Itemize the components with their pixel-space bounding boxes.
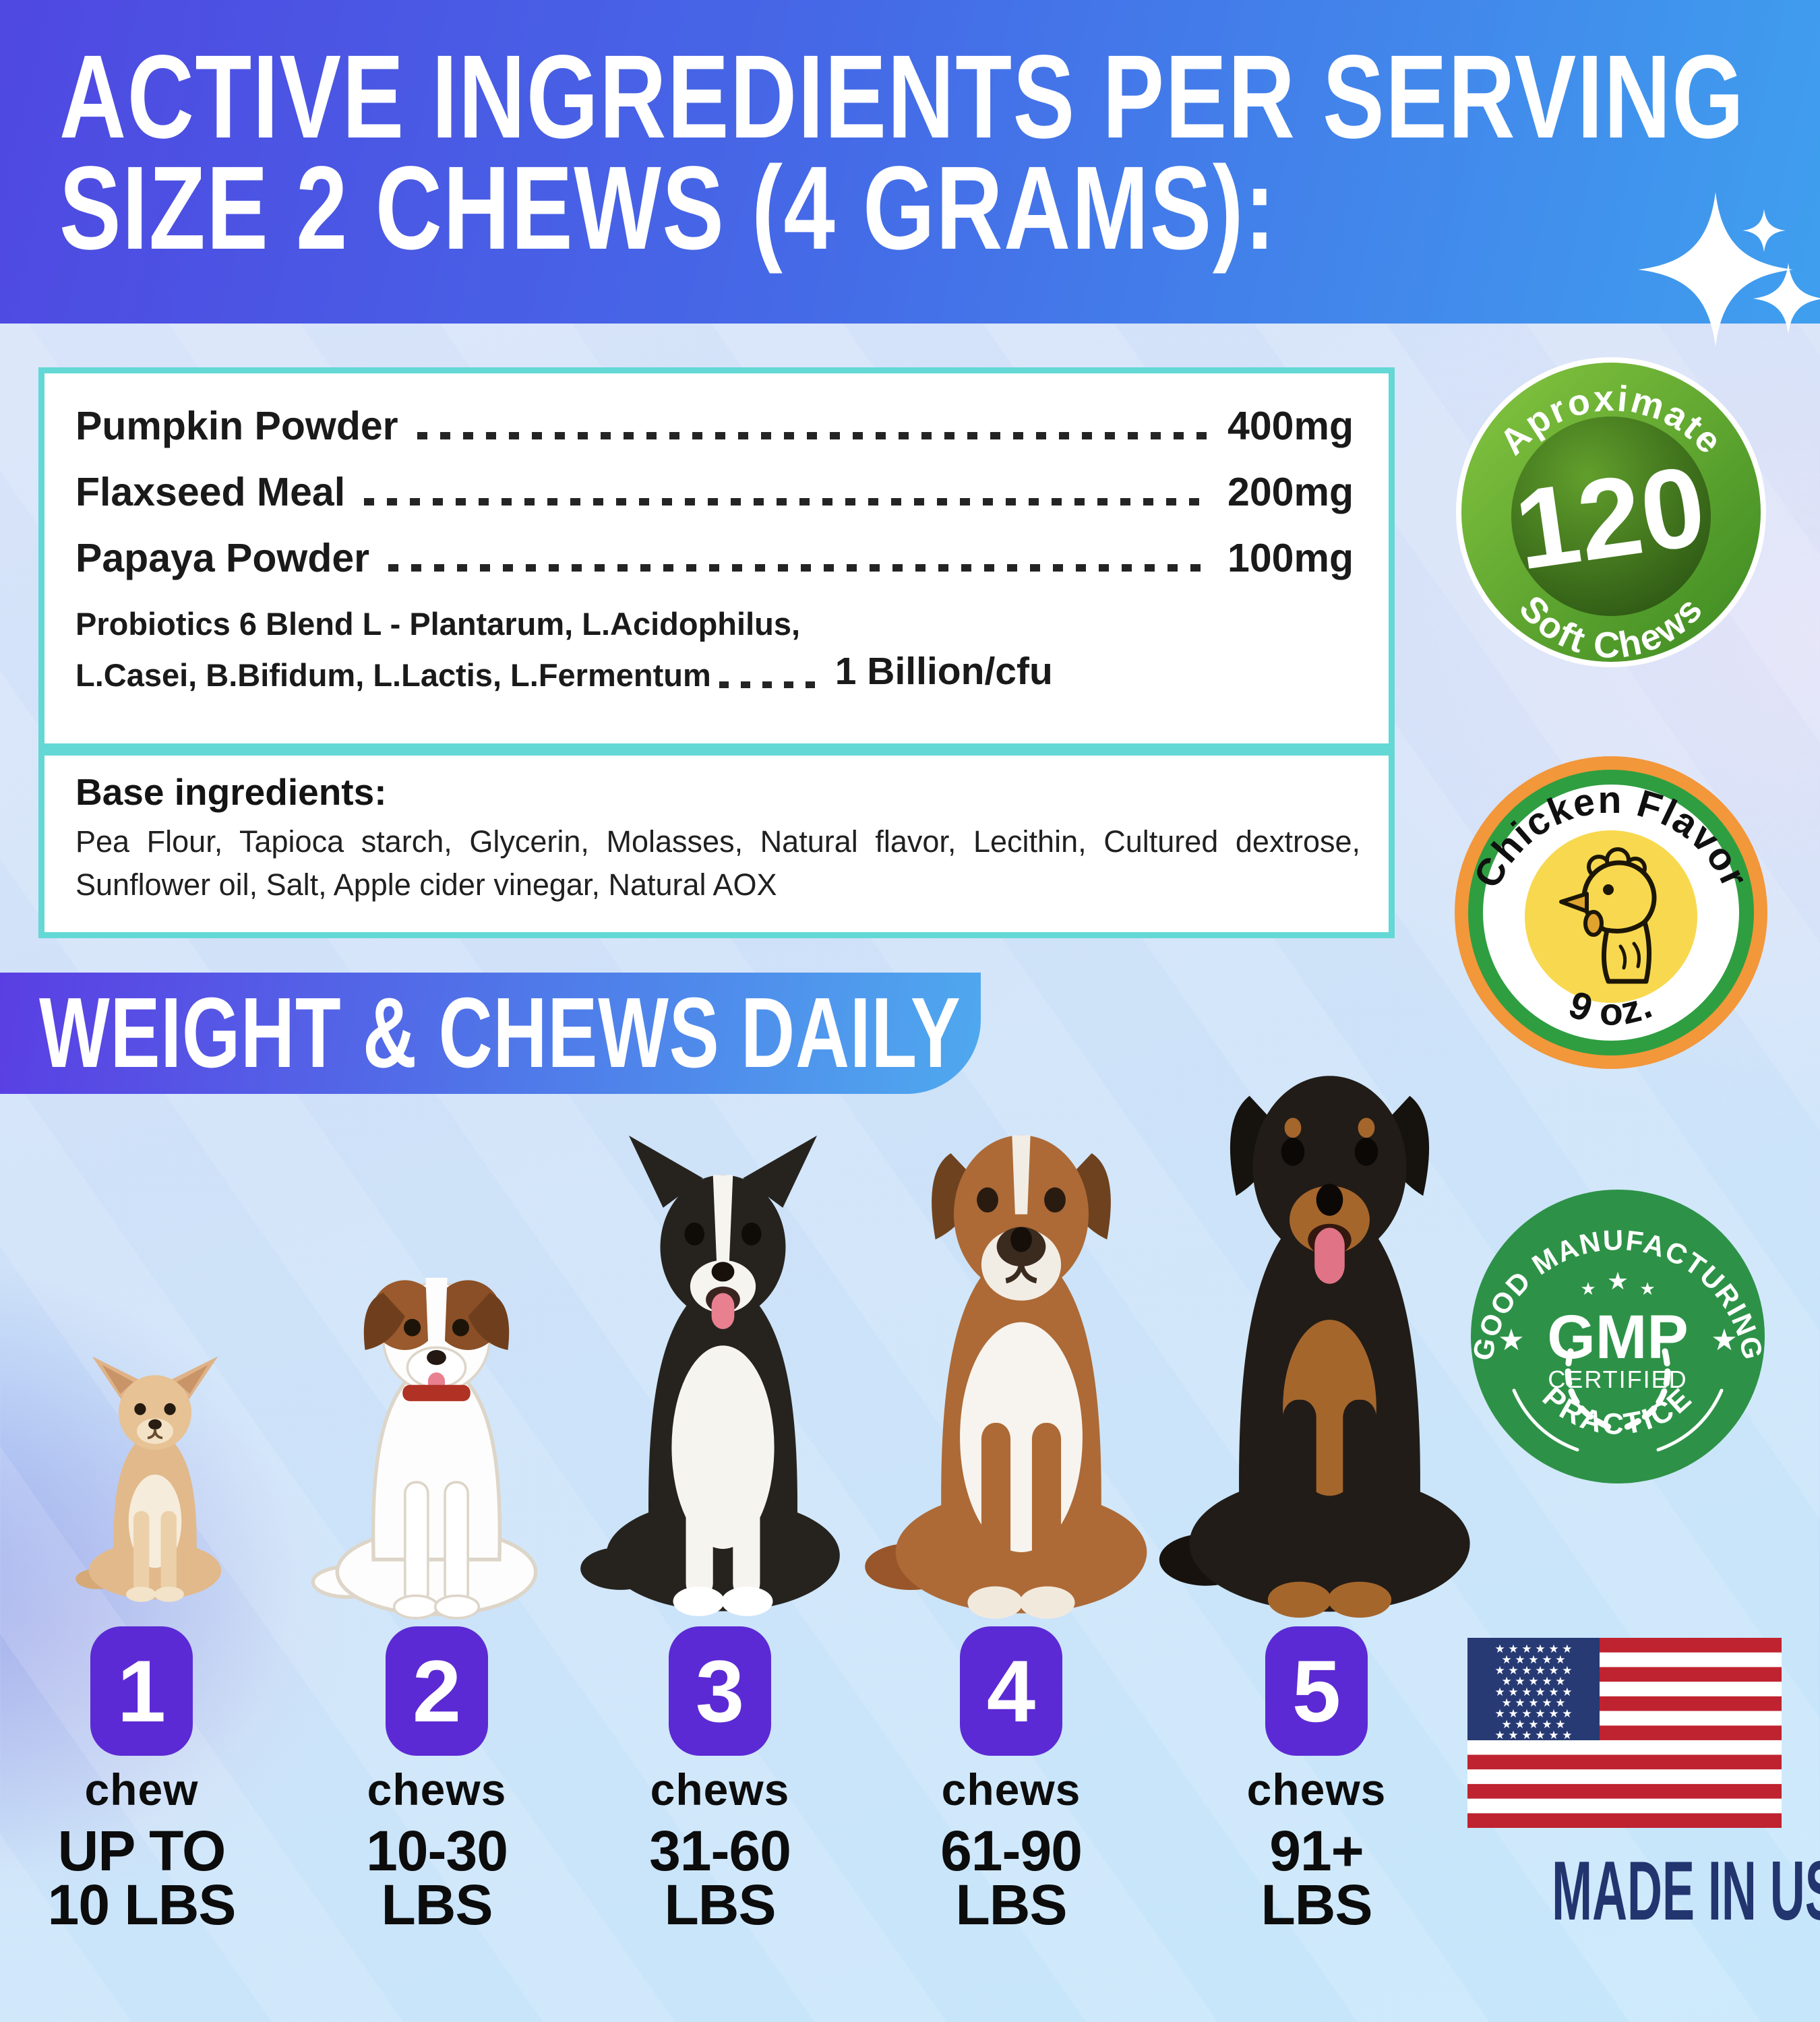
- dose-weight-range: 31-60 LBS: [649, 1819, 791, 1936]
- base-ingredients-panel: Base ingredients: Pea Flour, Tapioca sta…: [38, 749, 1395, 938]
- dose-weight-range: UP TO 10 LBS: [47, 1819, 237, 1936]
- probiotics-line1: Probiotics 6 Blend L - Plantarum, L.Acid…: [75, 606, 801, 642]
- sparkle-icon: [1638, 192, 1793, 347]
- weight-section-title: WEIGHT & CHEWS DAILY: [39, 977, 961, 1089]
- laurel-wreath-icon: [1512, 1348, 1724, 1452]
- dotted-leader: [719, 681, 820, 688]
- dose-weight-range: 10-30 LBS: [366, 1819, 508, 1936]
- dose-unit: chew: [84, 1765, 199, 1814]
- base-ingredients-title: Base ingredients:: [75, 771, 387, 813]
- chew-count: 120: [1508, 442, 1713, 594]
- dose-unit: chews: [367, 1765, 507, 1814]
- dose-number: 3: [695, 1642, 745, 1740]
- dose-weight-range: 61-90 LBS: [940, 1819, 1083, 1936]
- svg-text:★ ★ ★ ★ ★: ★ ★ ★ ★ ★: [1501, 1696, 1565, 1709]
- probiotics-row: L.Casei, B.Bifidum, L.Lactis, L.Fermentu…: [75, 649, 1354, 694]
- dose-item-4: 4 chews 61-90 LBS: [903, 1626, 1119, 1936]
- svg-text:★: ★: [1580, 1279, 1596, 1299]
- dose-number: 5: [1292, 1642, 1341, 1740]
- dose-number: 4: [986, 1642, 1036, 1740]
- dose-number-badge: 5: [1265, 1626, 1368, 1756]
- dose-number-badge: 4: [960, 1626, 1062, 1756]
- svg-text:★: ★: [1639, 1279, 1655, 1299]
- svg-text:★ ★ ★ ★ ★ ★: ★ ★ ★ ★ ★ ★: [1494, 1707, 1572, 1720]
- ingredient-row: Pumpkin Powder 400mg: [75, 403, 1354, 449]
- chicken-icon: [1559, 847, 1657, 984]
- sparkle-icon: [1742, 209, 1786, 252]
- svg-text:★ ★ ★ ★ ★: ★ ★ ★ ★ ★: [1501, 1675, 1565, 1688]
- badge-inner-disc: [1511, 417, 1711, 616]
- svg-text:★ ★ ★ ★ ★ ★: ★ ★ ★ ★ ★ ★: [1494, 1729, 1572, 1742]
- dog-illustration-chihuahua: [75, 1356, 222, 1602]
- dotted-leader: [417, 432, 1212, 439]
- svg-text:★ ★ ★ ★ ★ ★: ★ ★ ★ ★ ★ ★: [1494, 1686, 1572, 1698]
- svg-text:★: ★: [1711, 1324, 1737, 1357]
- dog-illustration-boxer: [865, 1135, 1147, 1619]
- dose-item-2: 2 chews 10-30 LBS: [329, 1626, 545, 1936]
- ingredient-name: Papaya Powder: [75, 536, 370, 580]
- dose-number: 1: [117, 1642, 166, 1740]
- page-title: ACTIVE INGREDIENTS PER SERVING SIZE 2 CH…: [59, 31, 1820, 275]
- made-in-usa-label: MADE IN USA: [1552, 1845, 1820, 1938]
- svg-text:★ ★ ★ ★ ★: ★ ★ ★ ★ ★: [1501, 1718, 1565, 1731]
- chicken-flavor-badge: Chicken Flavor 9 oz.: [1453, 755, 1769, 1074]
- ingredient-amount: 200mg: [1227, 470, 1354, 514]
- dose-unit: chews: [650, 1765, 790, 1814]
- dose-unit: chews: [1246, 1765, 1387, 1814]
- ingredient-amount: 100mg: [1227, 536, 1354, 580]
- dog-illustration-rottweiler: [1159, 1076, 1470, 1618]
- dose-item-3: 3 chews 31-60 LBS: [612, 1626, 828, 1936]
- svg-text:★ ★ ★ ★ ★ ★: ★ ★ ★ ★ ★ ★: [1494, 1643, 1572, 1655]
- probiotics-line2: L.Casei, B.Bifidum, L.Lactis, L.Fermentu…: [75, 657, 711, 693]
- ingredient-name: Pumpkin Powder: [75, 404, 398, 448]
- dog-illustration-jack-russell: [311, 1277, 538, 1620]
- dose-number-badge: 1: [90, 1626, 193, 1756]
- dose-number-badge: 3: [669, 1626, 771, 1756]
- active-ingredients-panel: Pumpkin Powder 400mg Flaxseed Meal 200mg…: [38, 367, 1395, 749]
- dotted-leader: [388, 564, 1212, 572]
- gmp-certified-badge: GOOD MANUFACTURING PRACTICE ★ ★ ★ ★ ★ GM…: [1466, 1188, 1768, 1488]
- flag-stars: ★ ★ ★ ★ ★ ★ ★ ★ ★ ★ ★ ★ ★ ★ ★ ★ ★ ★ ★ ★ …: [1494, 1643, 1572, 1742]
- svg-text:★: ★: [1607, 1267, 1629, 1295]
- dog-illustration-border-collie: [580, 1135, 840, 1616]
- page-title-line2: SIZE 2 CHEWS (4 GRAMS):: [59, 142, 1277, 275]
- base-ingredients-text: Pea Flour, Tapioca starch, Glycerin, Mol…: [75, 824, 1360, 902]
- page-title-line1: ACTIVE INGREDIENTS PER SERVING: [59, 31, 1745, 163]
- us-flag-icon: ★ ★ ★ ★ ★ ★ ★ ★ ★ ★ ★ ★ ★ ★ ★ ★ ★ ★ ★ ★ …: [1467, 1638, 1782, 1831]
- svg-text:★: ★: [1498, 1324, 1524, 1357]
- soft-chews-count-badge: Aproximate Soft Chews 120: [1455, 356, 1768, 673]
- probiotics-amount: 1 Billion/cfu: [835, 650, 1053, 693]
- dose-unit: chews: [941, 1765, 1081, 1814]
- ingredient-row: Papaya Powder 100mg: [75, 535, 1354, 581]
- dose-item-5: 5 chews 91+ LBS: [1209, 1626, 1424, 1936]
- badge-green-disc: [1471, 1190, 1765, 1483]
- dotted-leader: [364, 498, 1212, 506]
- badge-arc-bottom: 9 oz.: [1563, 983, 1659, 1034]
- dose-weight-range: 91+ LBS: [1261, 1819, 1373, 1936]
- dose-number: 2: [412, 1642, 462, 1740]
- ingredient-amount: 400mg: [1227, 404, 1354, 448]
- svg-text:★ ★ ★ ★ ★: ★ ★ ★ ★ ★: [1501, 1653, 1565, 1666]
- weight-section-banner: WEIGHT & CHEWS DAILY: [0, 973, 981, 1094]
- ingredient-row: Flaxseed Meal 200mg: [75, 469, 1354, 515]
- dose-number-badge: 2: [386, 1626, 488, 1756]
- sparkle-icon: [1753, 263, 1820, 334]
- svg-text:★ ★ ★ ★ ★ ★: ★ ★ ★ ★ ★ ★: [1494, 1664, 1572, 1677]
- ingredient-name: Flaxseed Meal: [75, 470, 346, 514]
- dose-item-1: 1 chew UP TO 10 LBS: [34, 1626, 249, 1936]
- header-banner: ACTIVE INGREDIENTS PER SERVING SIZE 2 CH…: [0, 0, 1820, 347]
- star-icons: ★ ★ ★ ★ ★: [1498, 1267, 1737, 1357]
